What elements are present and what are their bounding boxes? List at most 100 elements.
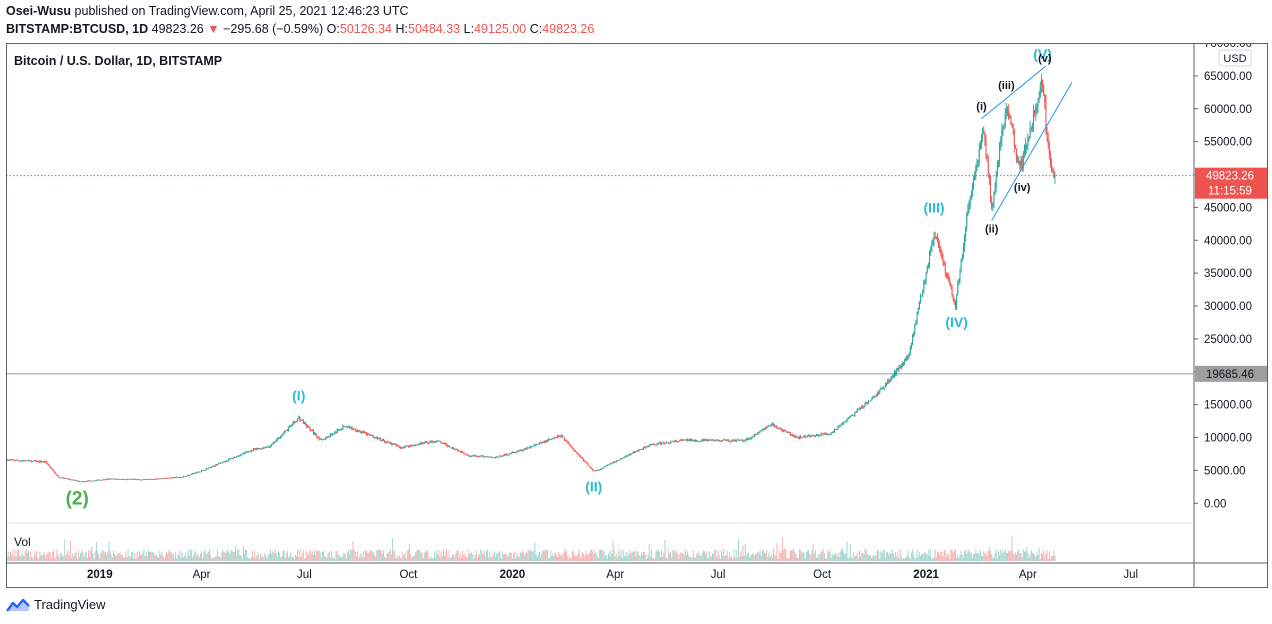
volume-bar [557,557,559,561]
volume-bar [245,549,247,561]
candle-body [363,431,365,433]
x-tick-label: 2019 [87,569,113,581]
volume-bar [775,555,777,561]
volume-bar [964,551,966,561]
candle-body [683,439,685,441]
volume-bar [467,549,469,561]
volume-bar [64,539,66,561]
candle-body [107,478,109,480]
candle-body [574,450,576,451]
candle-body [117,478,119,480]
candle-body [22,460,24,462]
volume-bar [190,549,192,561]
volume-bar [821,551,823,561]
candle-body [359,431,361,432]
volume-bar [999,555,1001,561]
candle-body [502,454,504,457]
volume-bar [760,555,762,561]
volume-bar [407,549,409,561]
candle-body [684,439,686,441]
candle-body [207,467,209,470]
candle-body [178,477,180,479]
y-tick-label: 35000.00 [1204,268,1252,280]
candle-body [603,466,605,469]
close-label: C: [529,22,543,36]
wave-label: (IV) [945,314,968,330]
volume-bar [1023,551,1025,561]
candle-body [515,452,517,453]
volume-bar [748,552,750,561]
volume-bar [33,549,35,561]
candle-body [459,450,461,453]
volume-bar [494,556,496,561]
candle-body [950,285,952,289]
volume-bar [652,558,654,561]
volume-bar [621,557,623,561]
candle-body [152,479,154,481]
candle-body [923,282,925,292]
candle-body [480,455,482,457]
candle-body [126,479,128,481]
candle-body [975,166,977,174]
volume-bar [543,550,545,561]
footer-brand[interactable]: TradingView [34,597,106,612]
volume-bar [910,552,912,561]
high-value: 50484.33 [408,22,461,36]
candle-body [11,459,13,461]
candle-body [775,425,777,427]
low-label: L: [463,22,475,36]
price-chart[interactable]: 70000.0065000.0060000.0055000.0050000.00… [6,43,1268,588]
candle-body [838,426,840,428]
volume-bar [475,549,477,561]
volume-bar [570,558,572,561]
candle-body [205,468,207,471]
volume-bar [761,549,763,561]
volume-bar [744,544,746,561]
volume-bar [247,557,249,561]
tradingview-logo-icon[interactable] [6,598,30,612]
volume-bar [294,554,296,561]
candle-body [926,267,928,273]
candle-body [406,445,408,447]
volume-bar [350,549,352,561]
candle-body [110,478,112,480]
volume-bar [143,549,145,561]
candle-body [46,461,48,464]
volume-bar [1037,554,1039,561]
volume-bar [580,558,582,561]
candle-body [562,436,564,438]
volume-bar [796,557,798,561]
y-tick-label: 0.00 [1204,498,1226,510]
candle-body [615,460,617,463]
candle-body [109,478,111,480]
candle-body [48,464,50,466]
candle-body [42,461,44,463]
volume-bar [7,551,9,561]
volume-bar [801,552,803,561]
volume-bar [106,554,108,561]
candle-body [370,434,372,436]
volume-bar [196,555,198,561]
candle-body [730,441,732,443]
x-tick-label: 2021 [913,569,939,581]
candle-body [98,479,100,481]
volume-bar [371,550,373,561]
volume-bar [661,549,663,561]
candle-body [99,479,101,481]
volume-bar [393,550,395,561]
volume-bar [187,549,189,561]
volume-bar [797,558,799,561]
candle-body [19,460,21,462]
volume-bar [503,554,505,561]
volume-bar [848,557,850,561]
candle-body [398,446,400,448]
candle-body [129,478,131,480]
candle-body [376,437,378,439]
volume-bar [483,550,485,561]
candle-body [621,458,623,459]
publisher-name[interactable]: Osei-Wusu [6,4,72,18]
volume-bar [297,549,299,561]
candle-body [190,474,192,475]
candle-body [636,450,638,452]
volume-bar [635,556,637,561]
